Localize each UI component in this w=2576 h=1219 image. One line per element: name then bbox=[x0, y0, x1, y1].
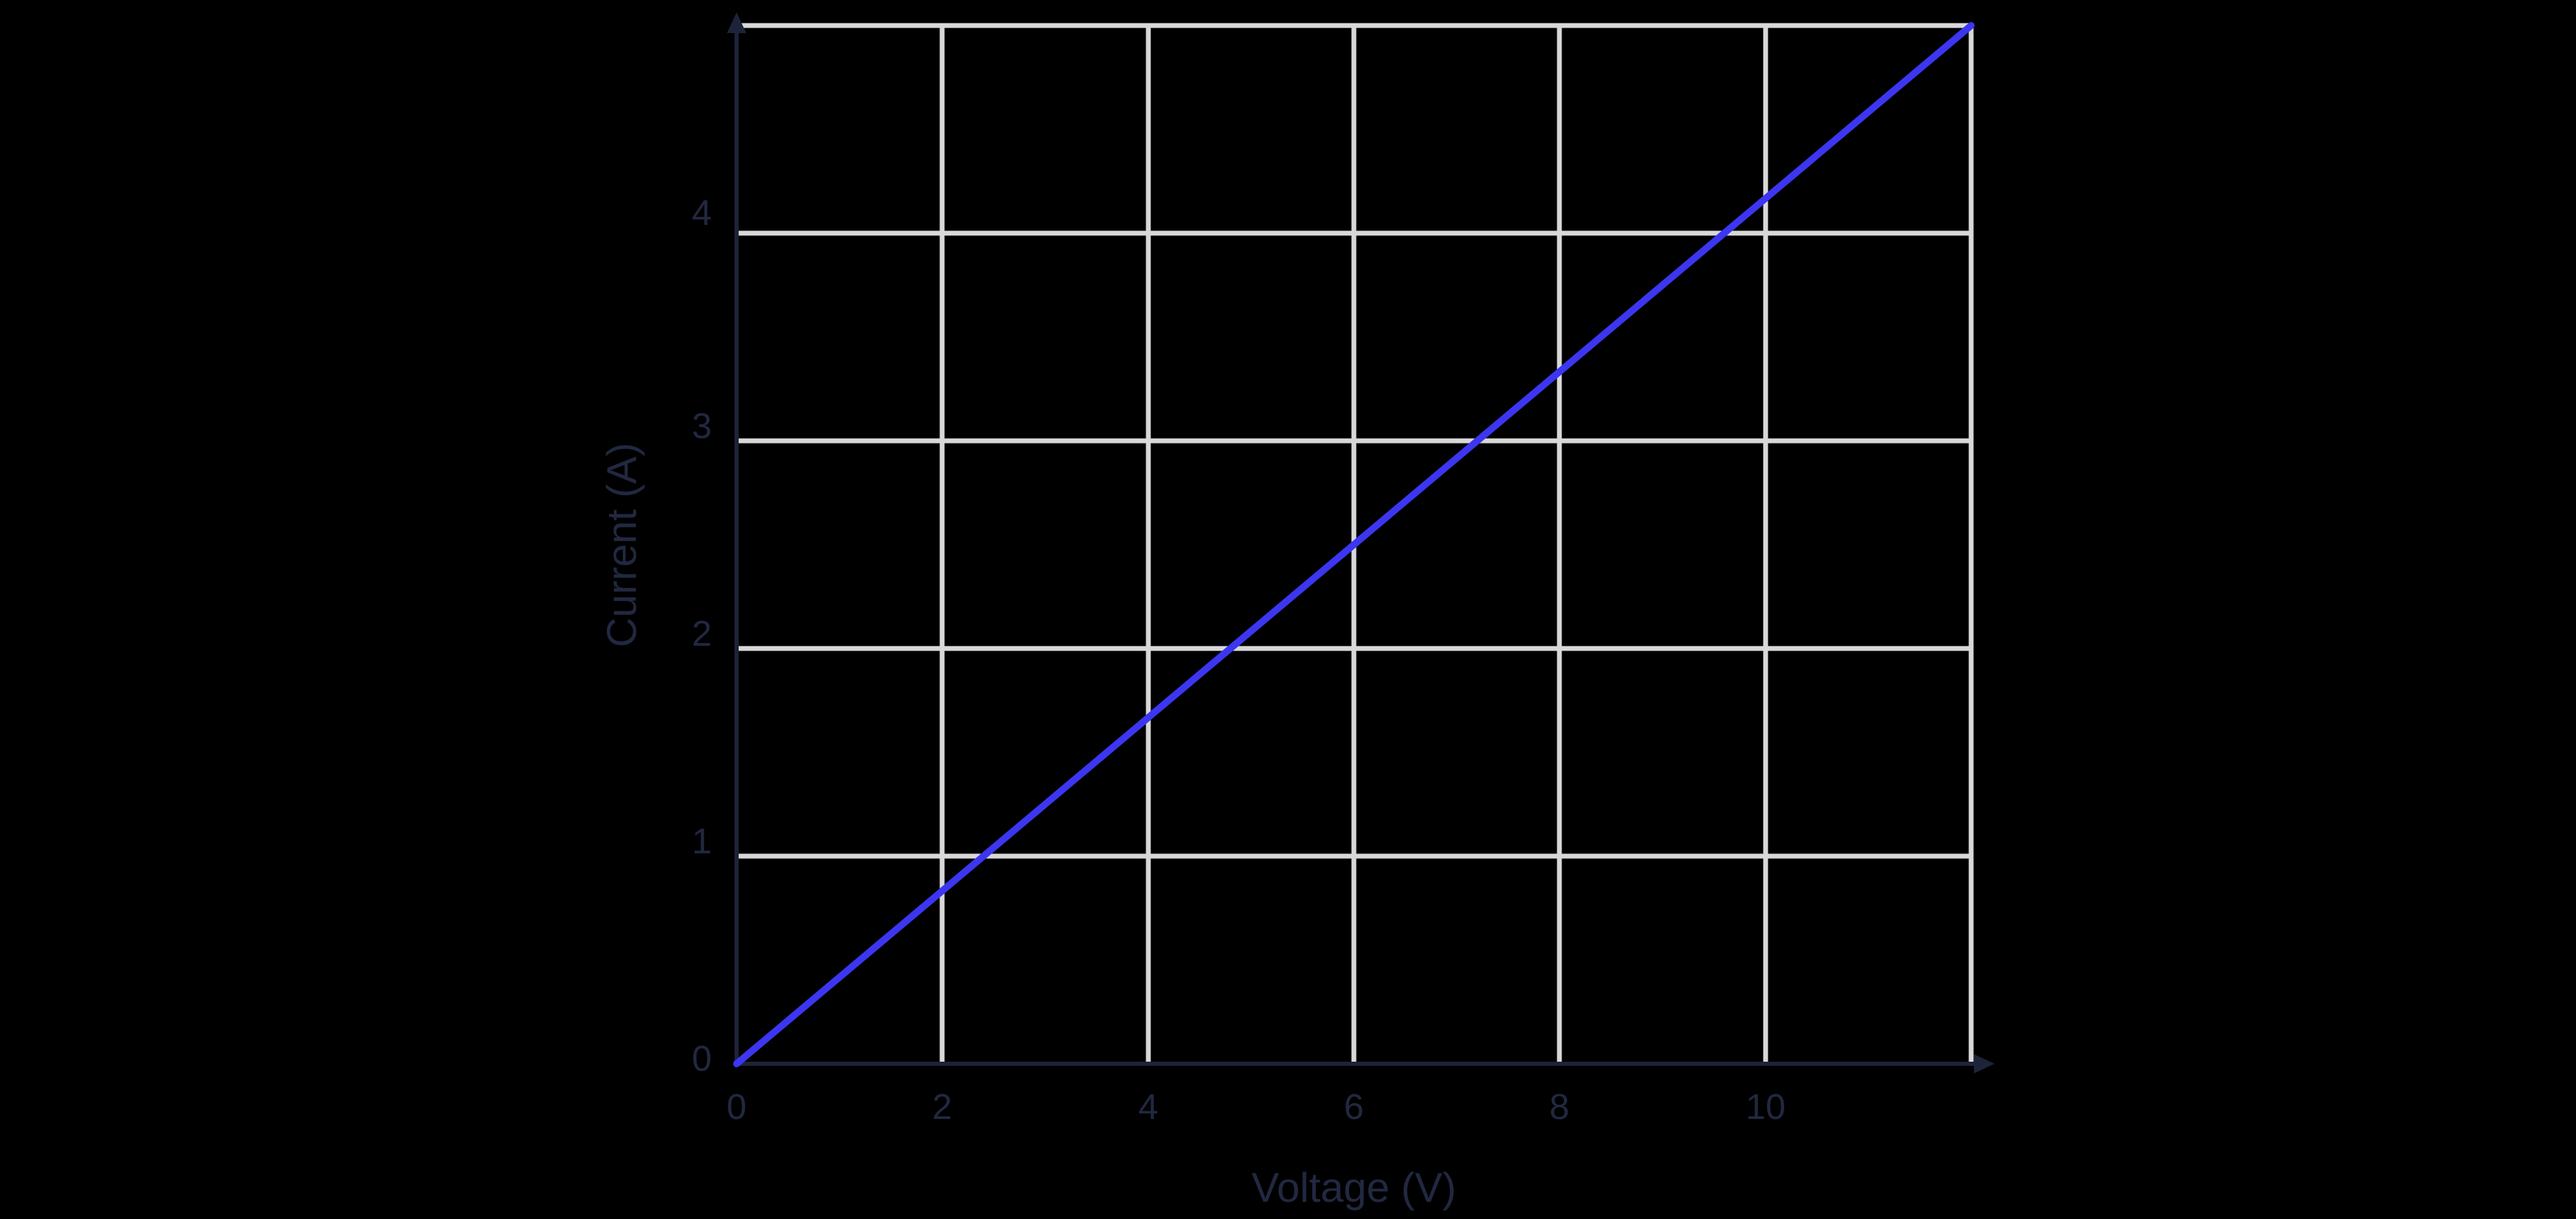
axis-arrowheads bbox=[727, 12, 1995, 1073]
y-tick-label-4: 4 bbox=[692, 193, 712, 233]
y-tick-label-3: 3 bbox=[692, 406, 712, 446]
y-tick-labels: 0 1 2 3 4 bbox=[692, 193, 712, 1079]
x-axis-title: Voltage (V) bbox=[1252, 1165, 1457, 1211]
y-tick-label-1: 1 bbox=[692, 822, 712, 862]
y-tick-label-2: 2 bbox=[692, 614, 712, 654]
grid bbox=[737, 23, 1974, 1062]
axis-titles: Voltage (V) Current (A) bbox=[599, 443, 1456, 1211]
y-axis-title: Current (A) bbox=[599, 443, 645, 648]
x-tick-label-6: 6 bbox=[1344, 1087, 1364, 1127]
x-tick-label-0: 0 bbox=[727, 1087, 747, 1127]
x-tick-label-10: 10 bbox=[1746, 1087, 1786, 1127]
axes bbox=[735, 28, 1979, 1066]
x-tick-label-2: 2 bbox=[932, 1087, 952, 1127]
y-tick-label-0: 0 bbox=[692, 1039, 712, 1079]
y-axis-arrowhead-icon bbox=[727, 12, 746, 33]
x-tick-label-4: 4 bbox=[1139, 1087, 1159, 1127]
x-tick-labels: 0 2 4 6 8 10 bbox=[727, 1087, 1786, 1127]
x-axis-arrowhead-icon bbox=[1974, 1054, 1995, 1073]
vi-data-line bbox=[733, 22, 1975, 1067]
x-tick-label-8: 8 bbox=[1550, 1087, 1570, 1127]
